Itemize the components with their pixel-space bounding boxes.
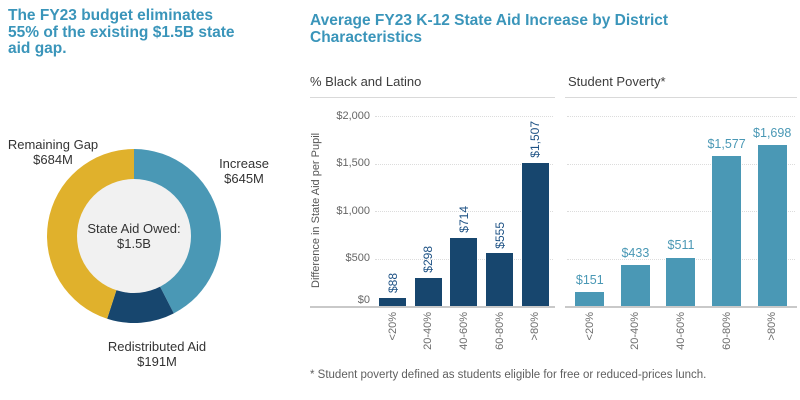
bar-20-40	[620, 264, 650, 306]
bar-40-60	[666, 257, 696, 306]
bar-chart-black-latino: % Black and Latino Difference in State A…	[310, 72, 555, 364]
left-headline: The FY23 budget eliminates 55% of the ex…	[8, 7, 235, 57]
x-tick-label-60-80: 60-80%	[493, 312, 506, 350]
y-tick-label-1500: $1,500	[336, 157, 370, 169]
x-axis-labels-student-poverty: <20% 20-40% 40-60% 60-80% >80%	[567, 312, 795, 364]
x-tick-80: >80%	[517, 312, 553, 364]
main-chart-title: Average FY23 K-12 State Aid Increase by …	[310, 12, 669, 46]
y-tick-label-1000: $1,000	[336, 204, 370, 217]
gridline-1500	[567, 163, 795, 165]
bar-column-80: $1,698	[749, 116, 795, 306]
y-tick-label-500: $500	[345, 252, 370, 264]
bar-value-label-20: $151	[575, 272, 604, 287]
gridline-1500	[375, 163, 553, 165]
bar-chart-student-poverty: Student Poverty* $151 $433 $511 $1,577 $1,69…	[565, 72, 797, 364]
bar-column-80: $1,507	[517, 116, 553, 306]
donut-hole	[77, 179, 191, 293]
bar-60-80	[712, 156, 742, 306]
x-tick-label-20-40: 20-40%	[629, 312, 642, 350]
donut-center-line1: State Aid Owed:	[87, 221, 181, 236]
x-tick-label-60-80: 60-80%	[720, 312, 733, 350]
bar-column-20-40: $298	[411, 116, 447, 306]
donut-center-line2: $1.5B	[117, 236, 151, 251]
bar-value-label-80: $1,698	[753, 125, 792, 140]
donut-label-redistributed-aid: Redistributed Aid $191M	[96, 339, 218, 369]
chart-subtitle-black-latino: % Black and Latino	[310, 72, 555, 98]
donut-label-increase-value: $645M	[224, 170, 264, 186]
y-axis-ticks: $0 $500 $1,000 $1,500 $2,000	[322, 110, 370, 306]
donut-label-increase: Increase $645M	[202, 156, 286, 186]
bar-column-60-80: $555	[482, 116, 518, 306]
x-tick-label-20: <20%	[583, 312, 596, 341]
x-tick-40-60: 40-60%	[658, 312, 704, 364]
x-tick-20-40: 20-40%	[411, 312, 447, 364]
bar-80	[757, 144, 787, 306]
gridline-1000	[567, 211, 795, 212]
donut-svg	[47, 149, 221, 323]
y-tick-label-2000: $2,000	[336, 109, 370, 122]
bar-value-label-40-60: $511	[667, 238, 695, 253]
bar-value-label-20: $88	[385, 272, 400, 293]
bar-value-label-60-80: $1,577	[707, 137, 746, 152]
footnote: * Student poverty defined as students el…	[310, 369, 707, 381]
bar-80	[521, 162, 549, 306]
gridline-2000	[567, 116, 795, 117]
donut-label-increase-name: Increase	[219, 156, 269, 171]
donut-center-label: State Aid Owed: $1.5B	[74, 221, 194, 251]
chart-subtitle-student-poverty: Student Poverty*	[565, 72, 797, 98]
plot-area-student-poverty: $151 $433 $511 $1,577 $1,698	[567, 116, 795, 306]
x-tick-20: <20%	[375, 312, 411, 364]
bar-column-20: $151	[567, 116, 613, 306]
gridline-2000	[375, 116, 553, 117]
plot-area-black-latino: $88 $298 $714 $555 $1,507	[375, 116, 553, 306]
x-tick-80: >80%	[749, 312, 795, 364]
donut-chart: Remaining Gap $684M Increase $645M Redis…	[0, 0, 300, 400]
x-tick-60-80: 60-80%	[704, 312, 750, 364]
donut-label-redistributed-aid-name: Redistributed Aid	[107, 339, 207, 354]
bar-column-20-40: $433	[613, 116, 659, 306]
x-axis-line-black-latino	[310, 306, 555, 308]
gridline-1000	[375, 211, 553, 212]
x-tick-label-20-40: 20-40%	[422, 312, 435, 350]
x-tick-20-40: 20-40%	[613, 312, 659, 364]
bar-column-40-60: $714	[446, 116, 482, 306]
bar-value-label-20-40: $298	[421, 246, 436, 273]
bar-20	[575, 291, 605, 306]
donut-label-remaining-gap-value: $684M	[33, 151, 73, 167]
x-tick-label-40-60: 40-60%	[674, 312, 687, 350]
bar-column-60-80: $1,577	[704, 116, 750, 306]
bar-20-40	[414, 277, 442, 306]
y-tick-label-0: $0	[357, 293, 370, 306]
bar-value-label-40-60: $714	[456, 206, 471, 234]
x-axis-line-student-poverty	[565, 306, 797, 308]
donut-label-redistributed-aid-value: $191M	[137, 353, 177, 369]
bar-column-40-60: $511	[658, 116, 704, 306]
x-tick-20: <20%	[567, 312, 613, 364]
donut-label-remaining-gap: Remaining Gap $684M	[0, 137, 106, 167]
x-tick-40-60: 40-60%	[446, 312, 482, 364]
x-tick-60-80: 60-80%	[482, 312, 518, 364]
bar-column-20: $88	[375, 116, 411, 306]
bar-40-60	[450, 238, 478, 306]
bar-value-label-80: $1,507	[528, 121, 543, 158]
bar-value-label-60-80: $555	[492, 221, 507, 249]
x-tick-label-80: >80%	[766, 312, 779, 341]
bar-60-80	[486, 253, 514, 306]
donut-label-remaining-gap-name: Remaining Gap	[7, 137, 99, 152]
x-tick-label-20: <20%	[386, 312, 399, 341]
x-axis-labels-black-latino: <20% 20-40% 40-60% 60-80% >80%	[375, 312, 553, 364]
x-tick-label-40-60: 40-60%	[457, 312, 470, 350]
x-tick-label-80: >80%	[529, 312, 542, 341]
bar-20	[379, 297, 407, 306]
bar-value-label-20-40: $433	[621, 245, 650, 260]
